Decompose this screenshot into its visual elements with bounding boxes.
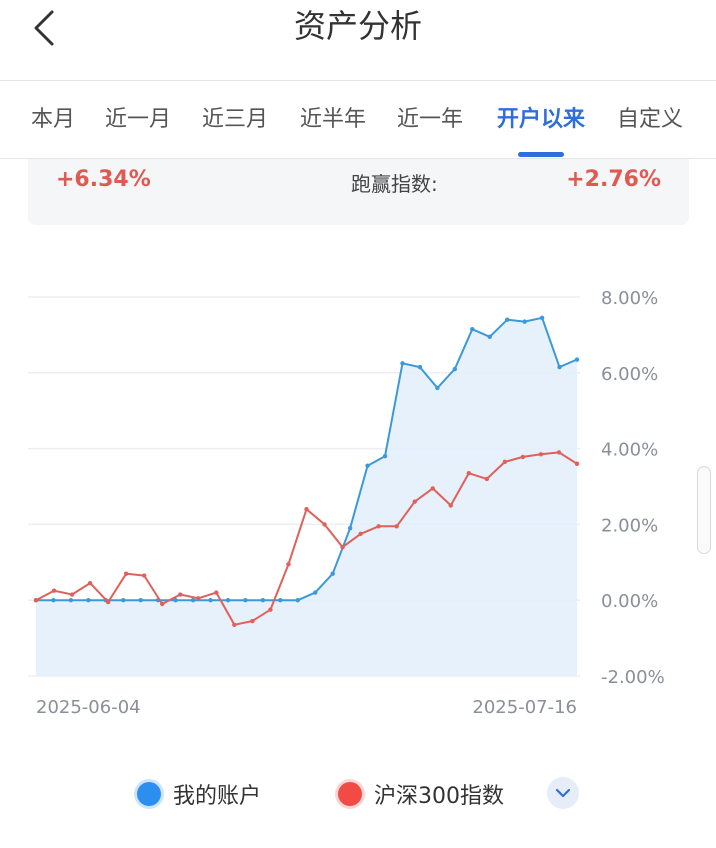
tab-custom[interactable]: 自定义 — [616, 107, 684, 132]
y-tick-label: 8.00% — [601, 288, 658, 309]
data-point — [190, 598, 196, 603]
y-tick-label: 0.00% — [601, 591, 658, 612]
data-point — [417, 364, 423, 370]
data-point — [214, 590, 219, 595]
scroll-handle[interactable] — [697, 466, 711, 554]
y-tick-label: 4.00% — [601, 440, 658, 461]
data-point — [105, 599, 111, 605]
data-point — [522, 319, 527, 324]
data-point — [365, 463, 370, 468]
my-return-value: +6.34% — [56, 167, 151, 192]
data-point — [250, 618, 255, 624]
x-tick-label-end: 2025-07-16 — [472, 697, 577, 718]
y-tick-label: -2.00% — [601, 667, 665, 688]
data-point — [69, 592, 75, 597]
tab-last-half-year[interactable]: 近半年 — [299, 107, 367, 132]
data-point — [304, 507, 309, 512]
series-area-fill — [36, 317, 577, 676]
data-point — [487, 334, 492, 339]
tab-last-year[interactable]: 近一年 — [396, 107, 464, 132]
data-point — [86, 598, 91, 603]
data-point — [121, 598, 126, 603]
tab-last-three-months[interactable]: 近三月 — [201, 107, 269, 132]
data-point — [225, 598, 231, 603]
data-point — [295, 598, 300, 603]
chart-legend: 我的账户 沪深300指数 — [0, 770, 716, 820]
data-point — [394, 524, 399, 529]
data-point — [520, 454, 526, 460]
data-point — [430, 486, 435, 491]
data-point — [33, 598, 39, 603]
data-point — [232, 622, 237, 628]
chevron-left-icon — [34, 10, 54, 46]
data-point — [538, 452, 544, 457]
beat-index-value: +2.76% — [566, 167, 661, 192]
y-tick-label: 6.00% — [601, 364, 658, 385]
data-point — [208, 598, 213, 603]
data-point — [382, 453, 388, 459]
data-point — [51, 588, 57, 593]
legend-dot-icon — [338, 782, 362, 806]
page-title: 资产分析 — [293, 7, 422, 45]
data-point — [160, 601, 165, 607]
legend-expand-button[interactable] — [547, 777, 579, 809]
data-point — [196, 596, 201, 601]
data-point — [278, 598, 283, 603]
back-button[interactable] — [26, 8, 66, 48]
tab-last-month[interactable]: 近一月 — [104, 107, 172, 132]
x-tick-label-start: 2025-06-04 — [36, 697, 141, 718]
tab-since-opening[interactable]: 开户以来 — [496, 107, 586, 132]
tab-this-month[interactable]: 本月 — [30, 107, 76, 132]
data-point — [502, 459, 508, 465]
data-point — [470, 327, 475, 332]
app-header: 资产分析 — [0, 0, 716, 81]
data-point — [123, 571, 129, 576]
series-line-my-account — [36, 316, 578, 602]
period-tabs: 本月 近一月 近三月 近半年 近一年 开户以来 自定义 — [0, 81, 716, 159]
data-point — [138, 598, 143, 603]
data-point — [243, 598, 248, 603]
data-point — [340, 544, 345, 550]
data-point — [322, 522, 327, 527]
data-point — [376, 524, 381, 529]
return-summary-card: +6.34% 跑赢指数: +2.76% — [28, 159, 689, 225]
data-point — [504, 317, 510, 322]
data-point — [178, 592, 183, 597]
data-point — [452, 366, 458, 372]
data-point — [557, 364, 562, 370]
data-point — [574, 461, 580, 466]
data-point — [448, 503, 453, 508]
data-point — [268, 607, 273, 612]
legend-label-csi300: 沪深300指数 — [374, 784, 504, 809]
chevron-down-icon — [555, 788, 571, 798]
legend-item-my-account[interactable]: 我的账户 — [137, 778, 261, 810]
data-point — [412, 499, 417, 504]
legend-label-my-account: 我的账户 — [173, 784, 262, 809]
data-point — [87, 580, 93, 586]
data-point — [347, 525, 353, 531]
data-point — [539, 315, 545, 321]
return-line-chart[interactable]: 8.00% 6.00% 4.00% 2.00% 0.00% -2.00% 2025-06-0… — [0, 270, 716, 730]
data-point — [260, 598, 266, 603]
data-point — [68, 598, 74, 603]
data-point — [51, 598, 56, 603]
active-tab-indicator — [518, 152, 564, 157]
data-point — [173, 598, 178, 603]
data-point — [313, 590, 318, 595]
legend-dot-icon — [137, 782, 161, 806]
beat-index-label: 跑赢指数: — [351, 172, 438, 196]
data-point — [400, 361, 405, 366]
data-point — [556, 450, 562, 455]
data-point — [574, 357, 580, 362]
data-point — [358, 531, 363, 537]
legend-item-csi300[interactable]: 沪深300指数 — [338, 778, 504, 810]
data-point — [466, 471, 471, 476]
data-point — [435, 385, 440, 391]
data-point — [142, 573, 147, 578]
data-point — [330, 571, 335, 576]
data-point — [286, 561, 291, 567]
y-tick-label: 2.00% — [601, 515, 658, 536]
data-point — [484, 476, 490, 482]
